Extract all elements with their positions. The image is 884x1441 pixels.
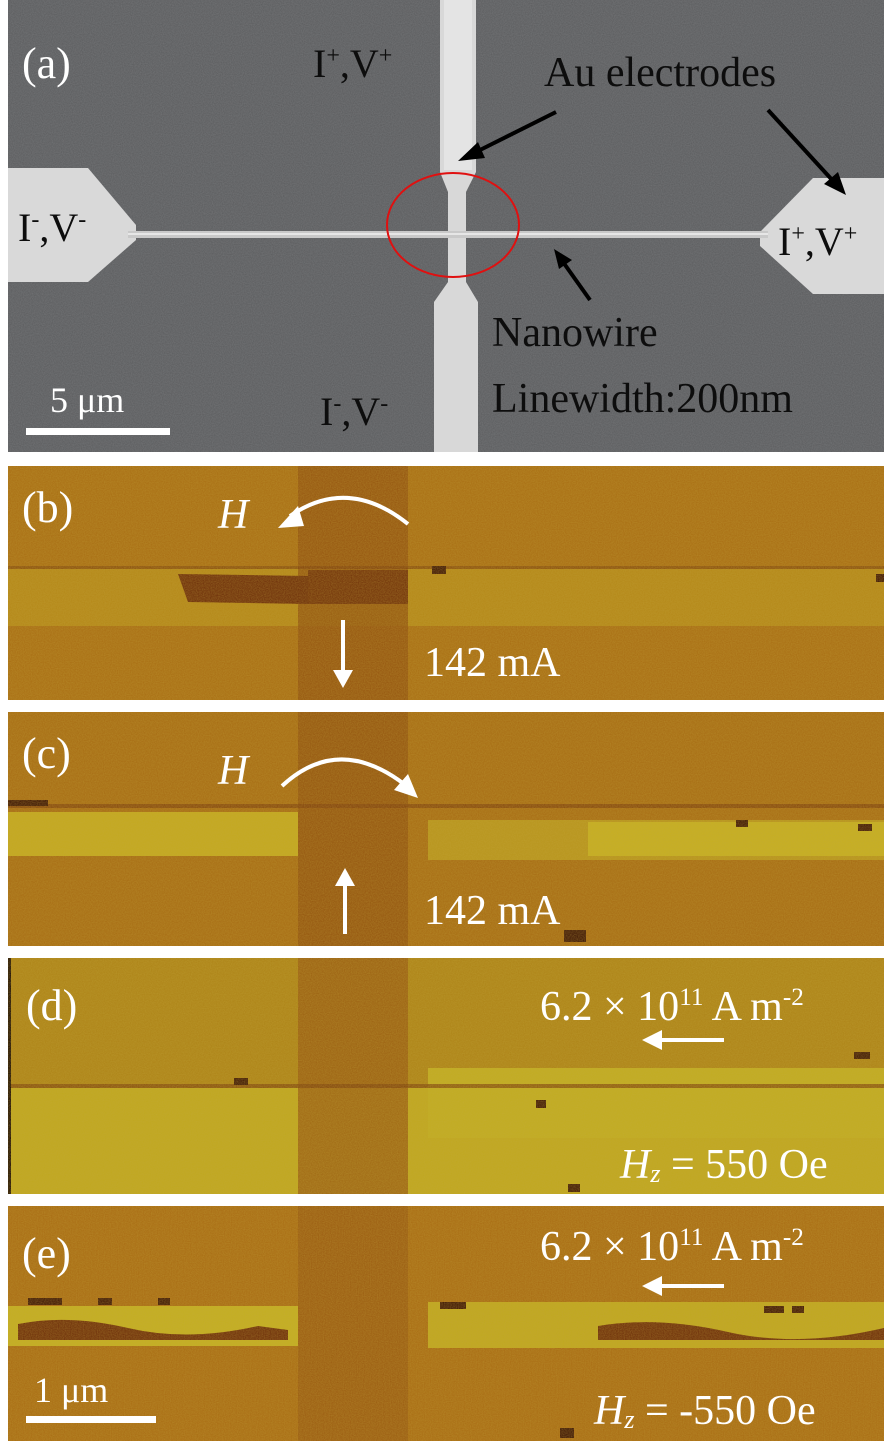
nanowire-label: Nanowire — [492, 310, 658, 356]
moke-image-b — [8, 466, 884, 700]
field-h-label-b: H — [218, 492, 249, 538]
right-electrode-label: I+,V+ — [778, 219, 858, 264]
panel-c-moke-image: (c) H 142 mA — [8, 712, 884, 946]
panel-e-label: (e) — [22, 1229, 71, 1278]
panel-d-moke-image: (d) 6.2 × 1011 A m-2 Hz = 550 Oe — [8, 958, 884, 1194]
panel-c-label: (c) — [22, 729, 71, 778]
moke-image-d — [8, 958, 884, 1194]
scalebar-5um — [26, 428, 170, 435]
top-electrode-label: I+,V+ — [313, 41, 393, 86]
hz-label-d: Hz = 550 Oe — [620, 1142, 828, 1188]
left-electrode-label: I-,V- — [18, 205, 87, 250]
current-density-label-d: 6.2 × 1011 A m-2 — [540, 983, 804, 1030]
linewidth-label: Linewidth:200nm — [492, 376, 793, 422]
highlight-circle — [386, 172, 520, 278]
au-electrodes-label: Au electrodes — [544, 50, 777, 96]
sem-micrograph — [8, 0, 884, 452]
panel-a-label: (a) — [22, 39, 71, 88]
right-electrode — [760, 178, 884, 294]
scalebar-1um — [26, 1416, 156, 1423]
scalebar-1um-label: 1 μm — [34, 1370, 109, 1410]
moke-image-e — [8, 1206, 884, 1441]
bottom-electrode-label: I-,V- — [320, 389, 389, 434]
moke-image-c — [8, 712, 884, 946]
panel-b-label: (b) — [22, 483, 74, 532]
current-density-label-e: 6.2 × 1011 A m-2 — [540, 1223, 804, 1270]
scalebar-5um-label: 5 μm — [50, 380, 125, 420]
current-label-b: 142 mA — [424, 640, 561, 686]
annotation-arrows — [458, 108, 846, 302]
left-electrode — [8, 168, 136, 282]
hz-label-e: Hz = -550 Oe — [594, 1388, 816, 1434]
panel-b-moke-image: (b) H 142 mA — [8, 466, 884, 700]
current-label-c: 142 mA — [424, 888, 561, 934]
panel-d-label: (d) — [26, 981, 78, 1030]
panel-a-sem-image: (a) I+,V+ Au electrodes I-,V- I+,V+ Nano… — [8, 0, 884, 452]
field-h-label-c: H — [218, 748, 249, 794]
panel-e-moke-image: (e) 6.2 × 1011 A m-2 1 μm Hz = -550 Oe — [8, 1206, 884, 1441]
